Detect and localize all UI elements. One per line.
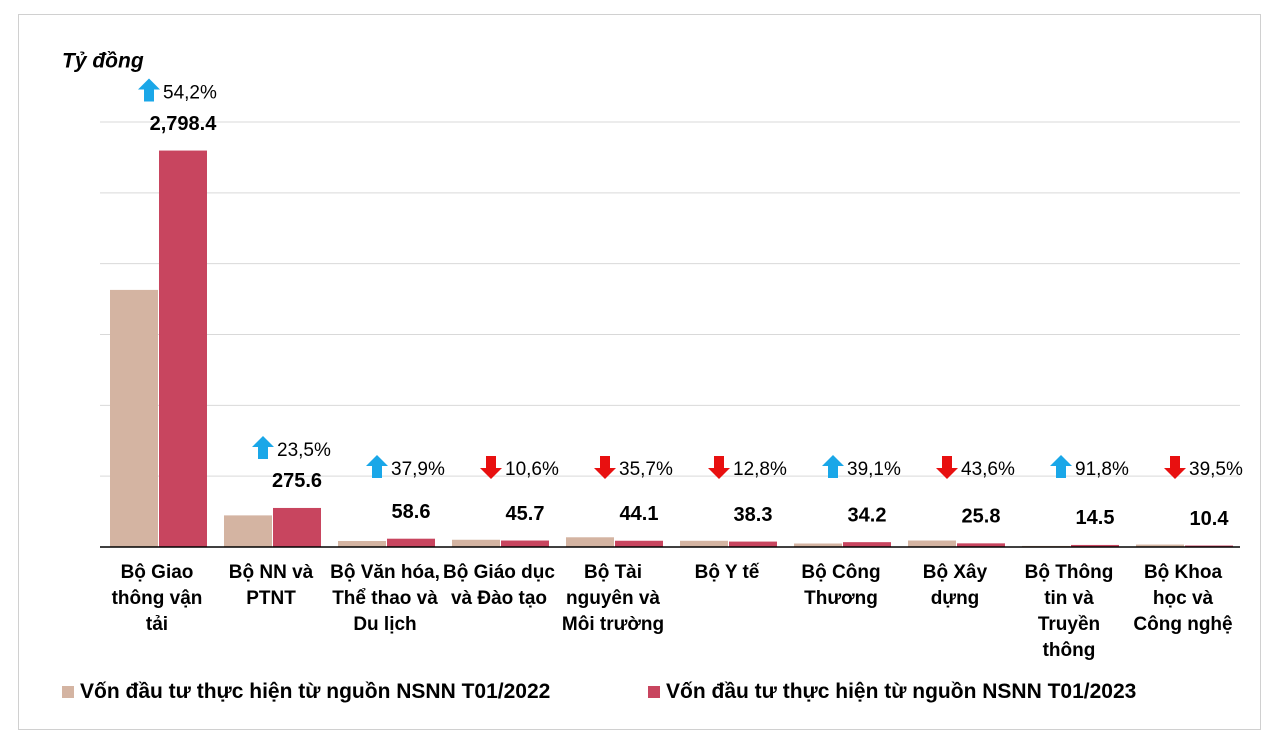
change-arrow — [1164, 456, 1186, 479]
bar — [224, 515, 272, 547]
legend-label: Vốn đầu tư thực hiện từ nguồn NSNN T01/2… — [666, 680, 1137, 703]
legend-swatch — [62, 686, 74, 698]
x-tick-label: Bộ Công Thương — [801, 562, 881, 609]
value-label: 14.5 — [1076, 507, 1115, 529]
legend-swatch — [648, 686, 660, 698]
change-arrow — [594, 456, 616, 479]
bar — [1071, 544, 1119, 547]
change-arrow — [480, 456, 502, 479]
x-tick-label: Bộ Khoa học và Công nghệ — [1133, 562, 1233, 635]
change-label: 91,8% — [1075, 459, 1129, 480]
bar — [794, 543, 842, 547]
bar — [501, 540, 549, 547]
x-tick-label: Bộ Văn hóa, Thể thao và Du lịch — [330, 562, 440, 635]
change-label: 37,9% — [391, 459, 445, 480]
value-label: 10.4 — [1190, 508, 1230, 530]
value-label: 38.3 — [734, 504, 773, 526]
bar — [908, 540, 956, 547]
value-label: 58.6 — [392, 501, 431, 523]
x-tick-label: Bộ Thông tin và Truyền thông — [1024, 562, 1114, 661]
bar — [452, 539, 500, 547]
change-arrow — [822, 455, 844, 478]
change-label: 39,1% — [847, 459, 901, 480]
value-label: 44.1 — [620, 503, 659, 525]
change-label: 10,6% — [505, 459, 559, 480]
x-tick-label: Bộ Xây dựng — [922, 562, 988, 609]
change-arrow — [1050, 455, 1072, 478]
bar — [387, 538, 435, 547]
value-label: 45.7 — [506, 503, 545, 525]
bar — [729, 541, 777, 547]
change-label: 54,2% — [163, 83, 217, 104]
chart-frame — [18, 14, 1261, 730]
change-label: 35,7% — [619, 459, 673, 480]
x-tick-label: Bộ Giáo dục và Đào tạo — [443, 562, 555, 609]
legend-item: Vốn đầu tư thực hiện từ nguồn NSNN T01/2… — [648, 680, 1136, 704]
legend-item: Vốn đầu tư thực hiện từ nguồn NSNN T01/2… — [62, 680, 550, 704]
value-label: 25.8 — [962, 506, 1001, 528]
change-label: 12,8% — [733, 459, 787, 480]
bar — [566, 537, 614, 547]
x-tick-label: Bộ Tài nguyên và Môi trường — [561, 562, 665, 635]
y-axis-label: Tỷ đồng — [62, 50, 144, 73]
bar — [843, 542, 891, 547]
bar — [273, 507, 321, 547]
value-label: 275.6 — [272, 470, 322, 492]
x-tick-label: Bộ Giao thông vận tải — [111, 562, 203, 635]
x-tick-label: Bộ NN và PTNT — [228, 562, 314, 609]
change-arrow — [252, 435, 274, 459]
bar — [957, 543, 1005, 547]
bar — [615, 540, 663, 547]
change-arrow — [936, 456, 958, 479]
change-arrow — [138, 78, 160, 102]
x-tick-label: Bộ Y tế — [694, 562, 760, 583]
value-label: 2,798.4 — [150, 113, 218, 135]
bar — [159, 150, 207, 547]
bar — [680, 540, 728, 547]
change-arrow — [708, 456, 730, 479]
change-label: 23,5% — [277, 440, 331, 461]
bar — [1136, 544, 1184, 547]
bar — [110, 289, 158, 547]
change-label: 43,6% — [961, 459, 1015, 480]
value-label: 34.2 — [848, 504, 887, 526]
legend-label: Vốn đầu tư thực hiện từ nguồn NSNN T01/2… — [80, 680, 551, 703]
bar — [338, 540, 386, 547]
change-label: 39,5% — [1189, 459, 1243, 480]
change-arrow — [366, 455, 388, 478]
